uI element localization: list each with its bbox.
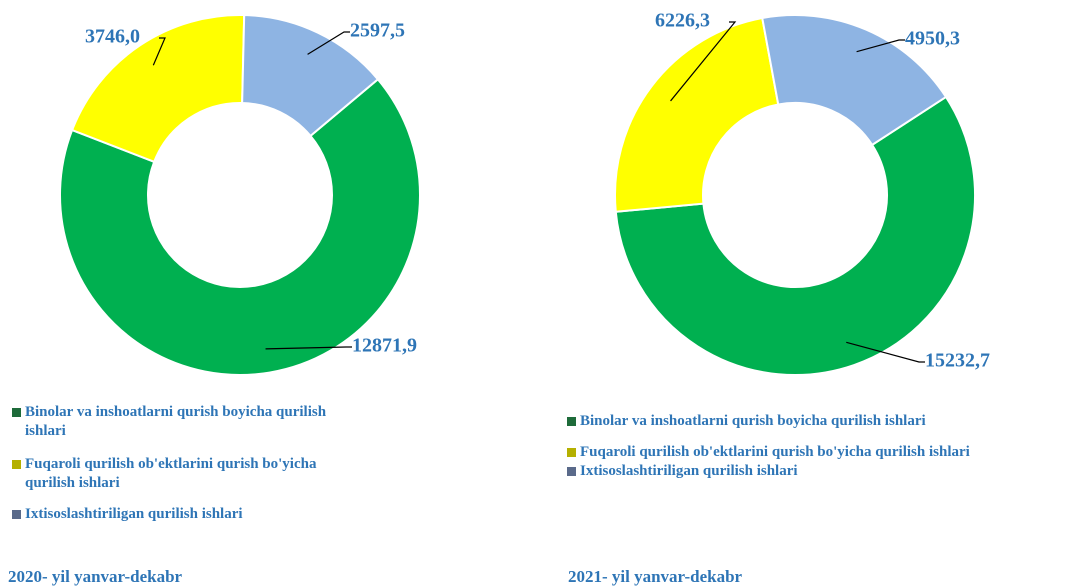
data-label: 2597,5 [350,20,405,42]
legend-item: Binolar va inshoatlarni qurish boyicha q… [10,403,340,441]
donut-slice [241,14,380,138]
leader-line [307,31,350,55]
legend-text: Binolar va inshoatlarni qurish boyicha q… [25,404,327,439]
legend-item: Ixtisoslashtiriligan qurilish ishlari [565,462,1075,481]
leader-line [846,341,925,363]
legend-text: Fuqaroli qurilish ob'ektlarini qurish bo… [580,444,970,460]
leader-line [265,346,352,350]
legend-text: Ixtisoslashtiriligan qurilish ishlari [580,463,798,479]
data-label: 3746,0 [85,26,140,48]
legend-marker [567,467,576,476]
data-label: 15232,7 [925,350,990,372]
legend-marker [12,460,21,469]
data-label: 12871,9 [352,335,417,357]
legend-marker [12,408,21,417]
donut-slice [614,95,976,376]
legend-item: Binolar va inshoatlarni qurish boyicha q… [565,412,1075,431]
donut-slice [614,16,780,213]
legend-marker [567,448,576,457]
donut-slice [70,14,246,164]
chart-title: 2020- yil yanvar-dekabr [8,567,183,586]
data-label: 4950,3 [905,28,960,50]
legend-text: Fuqaroli qurilish ob'ektlarini qurish bo… [25,456,317,491]
data-label: 6226,3 [655,10,710,32]
legend-item: Fuqaroli qurilish ob'ektlarini qurish bo… [565,443,1075,462]
legend-marker [12,510,21,519]
leader-line [152,37,166,66]
donut-slice [59,77,421,376]
donut-slice [761,14,948,147]
legend-text: Ixtisoslashtiriligan qurilish ishlari [25,506,243,522]
leader-line [856,39,905,53]
chart-title: 2021- yil yanvar-dekabr [568,567,743,586]
legend-text: Binolar va inshoatlarni qurish boyicha q… [580,413,926,429]
legend-marker [567,417,576,426]
legend-item: Fuqaroli qurilish ob'ektlarini qurish bo… [10,455,340,493]
legend-item: Ixtisoslashtiriligan qurilish ishlari [10,505,340,524]
legend: Binolar va inshoatlarni qurish boyicha q… [10,403,340,524]
legend: Binolar va inshoatlarni qurish boyicha q… [565,412,1075,481]
leader-line [670,21,737,102]
